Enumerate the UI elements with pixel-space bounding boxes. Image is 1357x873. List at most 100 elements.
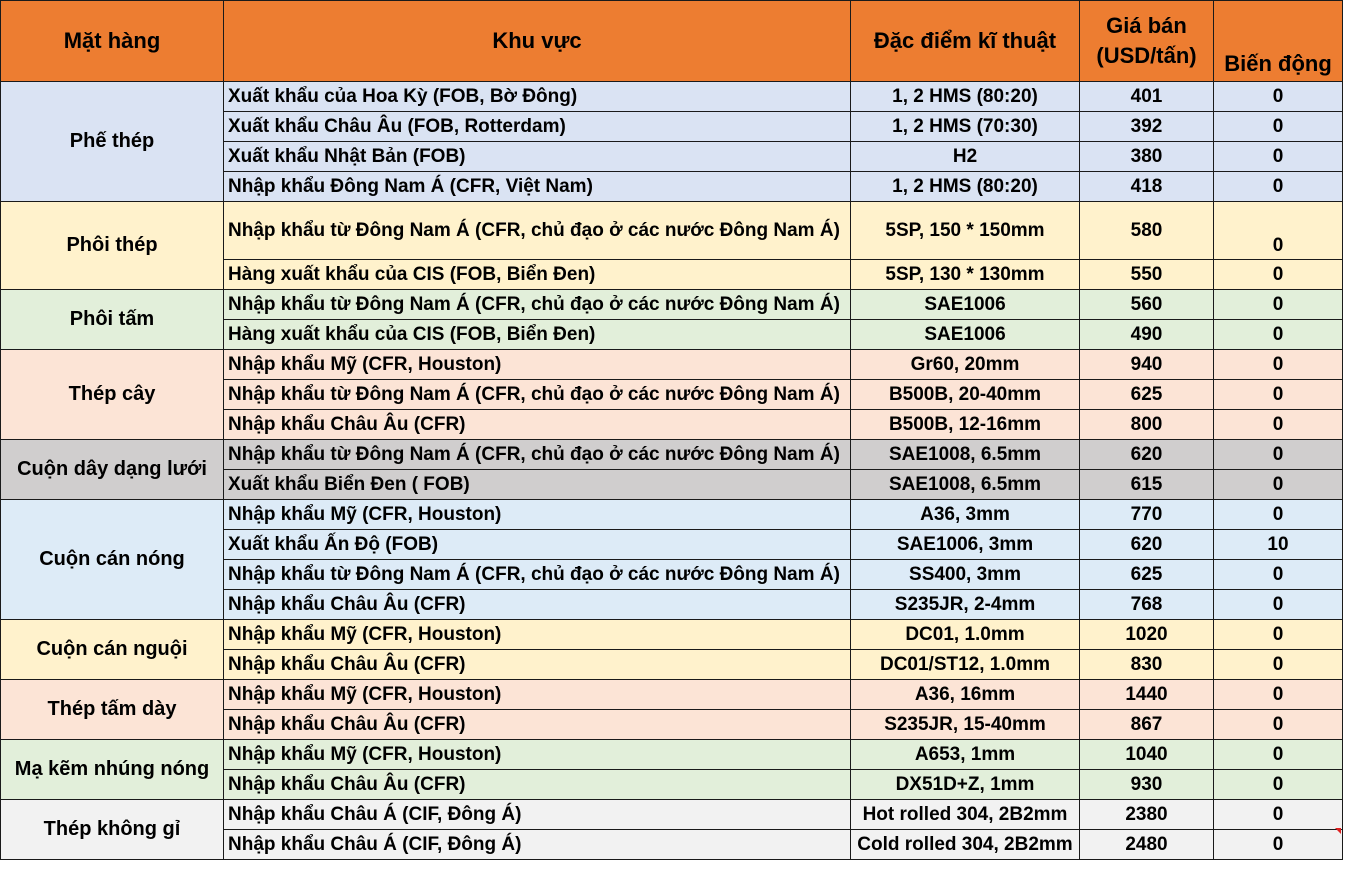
category-cell: Thép không gỉ <box>0 799 224 860</box>
spec-cell: Hot rolled 304, 2B2mm <box>850 799 1080 830</box>
change-cell: 0 <box>1213 769 1343 800</box>
price-cell: 620 <box>1079 439 1214 470</box>
header-row: Mặt hàng Khu vực Đặc điểm kĩ thuật Giá b… <box>0 0 1343 82</box>
price-cell: 1440 <box>1079 679 1214 710</box>
price-cell: 867 <box>1079 709 1214 740</box>
spec-cell: A36, 3mm <box>850 499 1080 530</box>
spec-cell: B500B, 20-40mm <box>850 379 1080 410</box>
header-dac-diem: Đặc điểm kĩ thuật <box>850 0 1080 82</box>
price-cell: 580 <box>1079 201 1214 260</box>
spec-cell: SAE1008, 6.5mm <box>850 469 1080 500</box>
spec-cell: S235JR, 15-40mm <box>850 709 1080 740</box>
region-cell: Nhập khẩu Châu Âu (CFR) <box>223 589 851 620</box>
spec-cell: DX51D+Z, 1mm <box>850 769 1080 800</box>
table-row: Nhập khẩu Châu Âu (CFR) B500B, 12-16mm 800… <box>1 409 1343 440</box>
spec-cell: DC01/ST12, 1.0mm <box>850 649 1080 680</box>
header-bien-dong: Biến động <box>1213 0 1343 82</box>
category-cell: Mạ kẽm nhúng nóng <box>0 739 224 800</box>
change-cell: 0 <box>1213 289 1343 320</box>
spec-cell: SS400, 3mm <box>850 559 1080 590</box>
category-cell: Phôi thép <box>0 201 224 290</box>
region-cell: Nhập khẩu Châu Âu (CFR) <box>223 769 851 800</box>
table-row: Nhập khẩu Đông Nam Á (CFR, Việt Nam) 1, 2… <box>1 171 1343 202</box>
table-row: Thép không gỉ Nhập khẩu Châu Á (CIF, Đông… <box>0 799 1343 860</box>
price-cell: 418 <box>1079 171 1214 202</box>
spec-cell: Gr60, 20mm <box>850 349 1080 380</box>
spec-cell: DC01, 1.0mm <box>850 619 1080 650</box>
table-row: Hàng xuất khẩu của CIS (FOB, Biển Đen) SA… <box>1 319 1343 350</box>
price-cell: 930 <box>1079 769 1214 800</box>
change-cell: 0 <box>1213 469 1343 500</box>
category-cell: Thép tấm dày <box>0 679 224 740</box>
table-row: Hàng xuất khẩu của CIS (FOB, Biển Đen) 5S… <box>1 259 1343 290</box>
comment-indicator <box>1335 828 1341 834</box>
header-gia-ban: Giá bán (USD/tấn) <box>1079 0 1214 82</box>
table-row: Xuất khẩu Nhật Bản (FOB) H2 380 0 <box>1 141 1343 172</box>
spec-cell: A36, 16mm <box>850 679 1080 710</box>
category-cell: Phế thép <box>0 81 224 202</box>
price-cell: 550 <box>1079 259 1214 290</box>
steel-price-table: Mặt hàng Khu vực Đặc điểm kĩ thuật Giá b… <box>0 0 1343 860</box>
change-cell: 0 <box>1213 709 1343 740</box>
table-row: Cuộn cán nguội Nhập khẩu Mỹ (CFR, Houston… <box>0 619 1343 680</box>
spec-cell: 1, 2 HMS (80:20) <box>850 171 1080 202</box>
change-cell: 0 <box>1213 739 1343 770</box>
region-cell: Nhập khẩu từ Đông Nam Á (CFR, chủ đạo ở … <box>223 289 851 320</box>
table-row: Phế thép Xuất khẩu của Hoa Kỳ (FOB, Bờ Đô… <box>0 81 1343 202</box>
region-cell: Nhập khẩu Mỹ (CFR, Houston) <box>223 499 851 530</box>
region-cell: Nhập khẩu Đông Nam Á (CFR, Việt Nam) <box>223 171 851 202</box>
price-cell: 615 <box>1079 469 1214 500</box>
price-cell: 2380 <box>1079 799 1214 830</box>
region-cell: Nhập khẩu từ Đông Nam Á (CFR, chủ đạo ở … <box>223 201 851 260</box>
region-cell: Nhập khẩu từ Đông Nam Á (CFR, chủ đạo ở … <box>223 559 851 590</box>
change-cell: 0 <box>1213 679 1343 710</box>
table-row: Nhập khẩu từ Đông Nam Á (CFR, chủ đạo ở … <box>1 379 1343 410</box>
spec-cell: Cold rolled 304, 2B2mm <box>850 829 1080 860</box>
region-cell: Nhập khẩu Mỹ (CFR, Houston) <box>223 739 851 770</box>
header-mat-hang: Mặt hàng <box>0 0 224 82</box>
spec-cell: 5SP, 150 * 150mm <box>850 201 1080 260</box>
change-cell: 0 <box>1213 409 1343 440</box>
region-cell: Nhập khẩu Mỹ (CFR, Houston) <box>223 349 851 380</box>
region-cell: Nhập khẩu Mỹ (CFR, Houston) <box>223 619 851 650</box>
spec-cell: 1, 2 HMS (70:30) <box>850 111 1080 142</box>
change-cell: 0 <box>1213 379 1343 410</box>
change-cell: 0 <box>1213 619 1343 650</box>
category-cell: Cuộn cán nóng <box>0 499 224 620</box>
category-cell: Cuộn dây dạng lưới <box>0 439 224 500</box>
spec-cell: 5SP, 130 * 130mm <box>850 259 1080 290</box>
table-row: Thép tấm dày Nhập khẩu Mỹ (CFR, Houston) A… <box>0 679 1343 740</box>
table-row: Xuất khẩu Biển Đen ( FOB) SAE1008, 6.5mm 6… <box>1 469 1343 500</box>
change-cell: 10 <box>1213 529 1343 560</box>
spec-cell: SAE1006 <box>850 319 1080 350</box>
table-row: Thép cây Nhập khẩu Mỹ (CFR, Houston) Gr60,… <box>0 349 1343 440</box>
price-cell: 940 <box>1079 349 1214 380</box>
change-cell: 0 <box>1213 319 1343 350</box>
spec-cell: SAE1006 <box>850 289 1080 320</box>
price-cell: 830 <box>1079 649 1214 680</box>
change-cell: 0 <box>1213 829 1343 860</box>
spec-cell: H2 <box>850 141 1080 172</box>
change-cell: 0 <box>1213 201 1343 260</box>
change-cell: 0 <box>1213 171 1343 202</box>
price-cell: 560 <box>1079 289 1214 320</box>
category-cell: Thép cây <box>0 349 224 440</box>
region-cell: Xuất khẩu Biển Đen ( FOB) <box>223 469 851 500</box>
header-gia-ban-line1: Giá bán <box>1106 13 1187 38</box>
table-row: Xuất khẩu Châu Âu (FOB, Rotterdam) 1, 2 H… <box>1 111 1343 142</box>
price-cell: 380 <box>1079 141 1214 172</box>
table-row: Nhập khẩu Châu Á (CIF, Đông Á) Cold rolle… <box>1 829 1343 860</box>
table-row: Xuất khẩu Ấn Độ (FOB) SAE1006, 3mm 620 10 <box>1 529 1343 560</box>
price-cell: 770 <box>1079 499 1214 530</box>
category-cell: Cuộn cán nguội <box>0 619 224 680</box>
spec-cell: SAE1008, 6.5mm <box>850 439 1080 470</box>
change-cell: 0 <box>1213 439 1343 470</box>
price-cell: 620 <box>1079 529 1214 560</box>
price-cell: 800 <box>1079 409 1214 440</box>
price-cell: 401 <box>1079 81 1214 112</box>
table-row: Nhập khẩu Châu Âu (CFR) S235JR, 2-4mm 768 0 <box>1 589 1343 620</box>
spec-cell: 1, 2 HMS (80:20) <box>850 81 1080 112</box>
change-cell: 0 <box>1213 259 1343 290</box>
region-cell: Hàng xuất khẩu của CIS (FOB, Biển Đen) <box>223 319 851 350</box>
region-cell: Xuất khẩu Ấn Độ (FOB) <box>223 529 851 560</box>
